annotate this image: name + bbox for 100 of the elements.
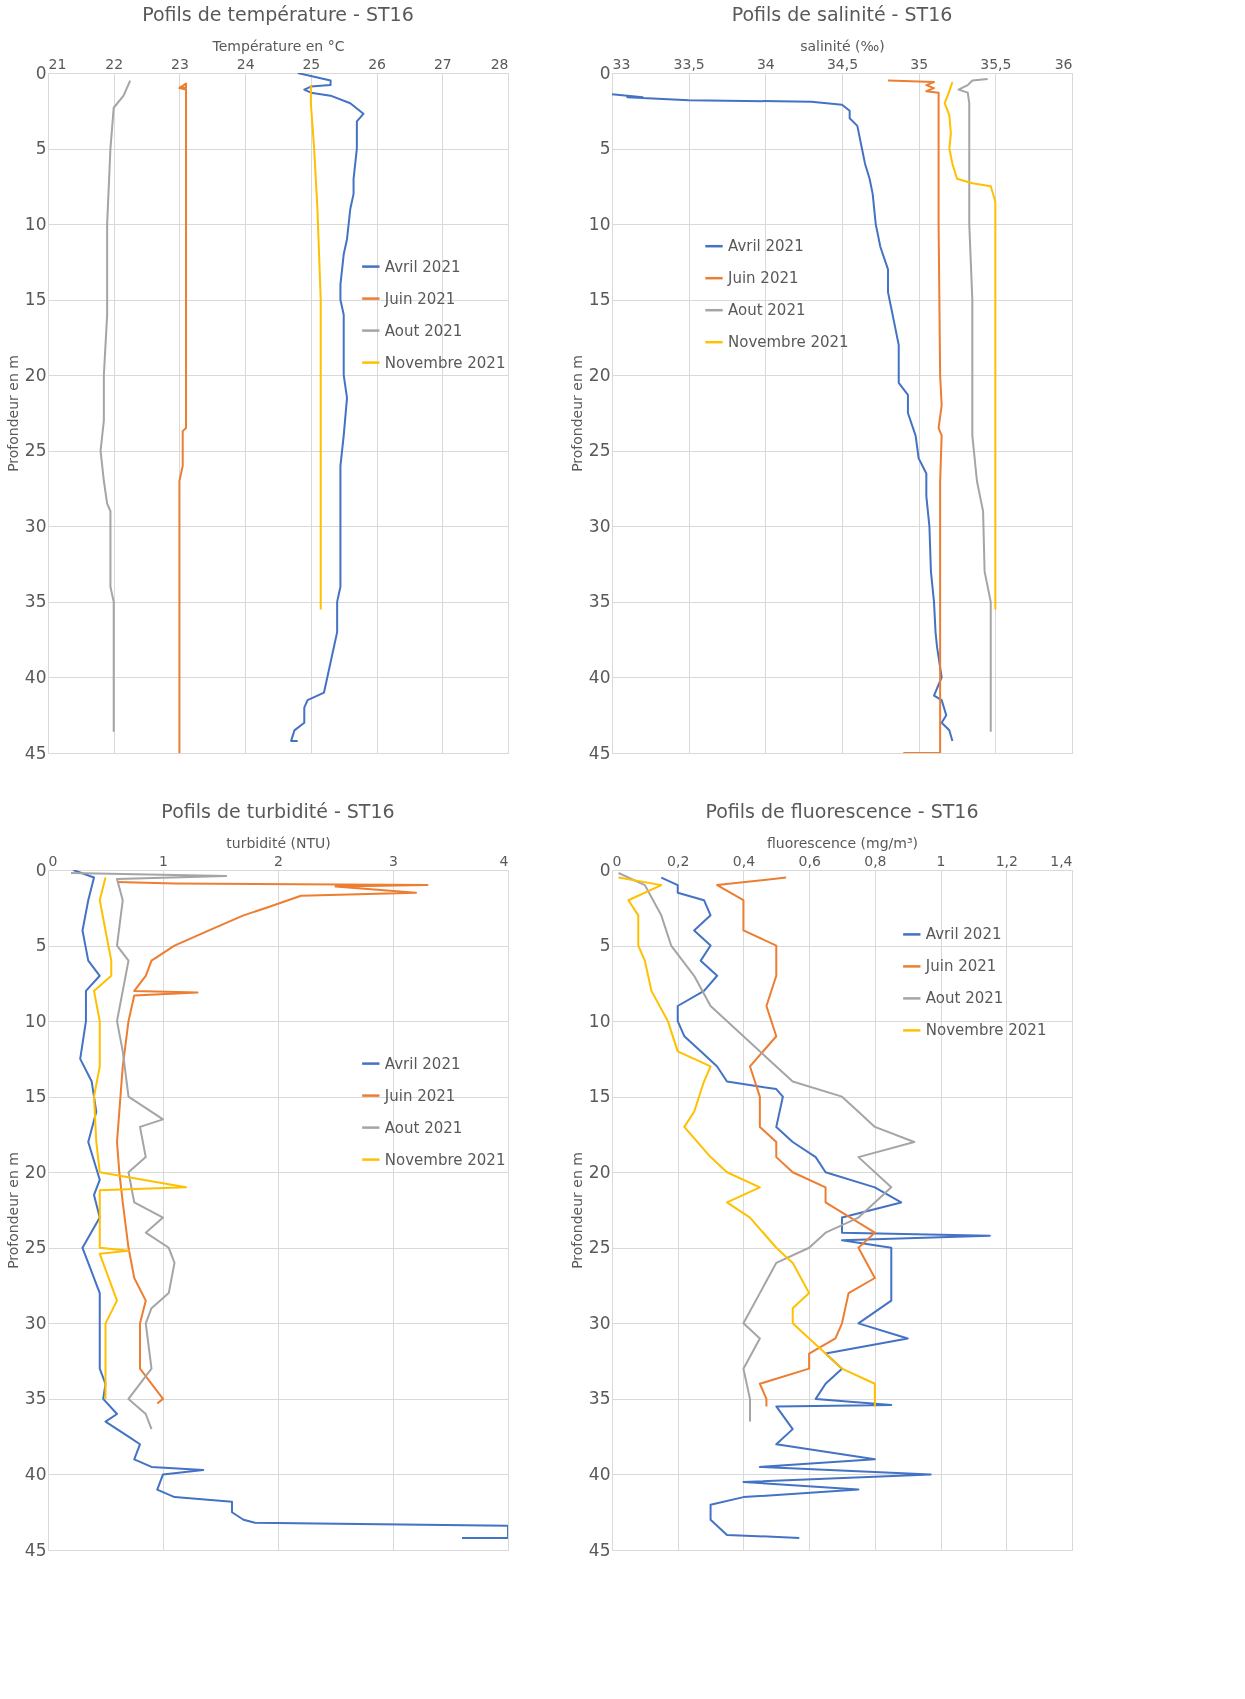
x-axis-title: Température en °C [211, 37, 345, 54]
y-tick-label: 40 [588, 1463, 611, 1484]
x-tick-label: 28 [490, 55, 509, 72]
x-tick-label: 0,8 [864, 852, 887, 869]
y-tick-label: 25 [588, 440, 611, 461]
legend-label: Juin 2021 [727, 269, 799, 288]
y-tick-label: 40 [24, 1463, 47, 1484]
line-series [957, 78, 992, 733]
legend-label: Aout 2021 [728, 301, 806, 320]
y-tick-label: 20 [588, 1161, 611, 1182]
x-tick-label: 3 [389, 852, 398, 869]
y-tick-label: 15 [588, 289, 611, 310]
x-tick-label: 0 [48, 852, 58, 869]
y-tick-label: 35 [24, 591, 47, 612]
chart-title: Pofils de fluorescence - ST16 [705, 800, 979, 822]
legend-label: Avril 2021 [728, 237, 804, 256]
x-tick-label: 0,4 [732, 852, 756, 869]
legend-label: Aout 2021 [925, 989, 1004, 1008]
x-tick-label: 0,6 [798, 852, 821, 869]
y-axis-title: Profondeur en m [4, 1152, 21, 1269]
x-tick-label: 26 [368, 55, 387, 72]
legend-label: Avril 2021 [384, 1054, 461, 1073]
line-series [290, 73, 365, 742]
line-series [716, 876, 876, 1408]
y-tick-label: 35 [24, 1388, 47, 1409]
y-axis-title: Profondeur en m [568, 355, 585, 472]
y-tick-label: 30 [588, 515, 611, 536]
legend-label: Avril 2021 [384, 257, 461, 276]
y-tick-label: 15 [588, 1086, 611, 1107]
y-tick-label: 10 [24, 1010, 47, 1031]
y-axis-title: Profondeur en m [4, 355, 21, 472]
x-tick-label: 36 [1054, 55, 1073, 72]
legend-label: Juin 2021 [383, 1086, 456, 1105]
y-tick-label: 45 [24, 1539, 47, 1560]
y-tick-label: 40 [24, 666, 47, 687]
x-tick-label: 4 [499, 852, 509, 869]
x-tick-label: 1 [159, 852, 168, 869]
chart-title: Pofils de température - ST16 [142, 3, 414, 25]
x-tick-label: 33,5 [673, 55, 705, 72]
y-tick-label: 30 [24, 1312, 47, 1333]
line-series [943, 81, 997, 611]
line-series [72, 870, 508, 1539]
y-tick-label: 10 [24, 213, 47, 234]
line-series [93, 876, 187, 1400]
x-tick-label: 27 [433, 55, 452, 72]
x-tick-label: 0 [612, 852, 622, 869]
legend-label: Aout 2021 [384, 321, 463, 340]
x-tick-label: 2 [274, 852, 283, 869]
legend-label: Avril 2021 [925, 925, 1002, 944]
chart-title: Pofils de salinité - ST16 [731, 3, 953, 25]
y-axis-title: Profondeur en m [568, 1152, 585, 1269]
line-series [612, 93, 954, 742]
y-tick-label: 10 [588, 213, 611, 234]
legend-label: Aout 2021 [384, 1118, 463, 1137]
line-series [178, 82, 187, 753]
x-tick-label: 34 [756, 55, 775, 72]
y-tick-label: 5 [599, 935, 611, 956]
x-tick-label: 33 [612, 55, 631, 72]
x-tick-label: 21 [48, 55, 67, 72]
x-tick-label: 1 [936, 852, 946, 869]
y-tick-label: 35 [588, 1388, 611, 1409]
y-tick-label: 15 [24, 1086, 47, 1107]
legend-label: Novembre 2021 [384, 1150, 506, 1169]
x-tick-label: 34,5 [826, 55, 859, 72]
y-tick-label: 20 [588, 364, 611, 385]
x-tick-label: 23 [171, 55, 189, 72]
y-tick-label: 20 [24, 1161, 47, 1182]
line-series [617, 872, 916, 1423]
x-tick-label: 1,2 [995, 852, 1018, 869]
x-tick-label: 35,5 [980, 55, 1012, 72]
y-tick-label: 10 [588, 1010, 611, 1031]
y-tick-label: 35 [588, 591, 611, 612]
x-axis-title: fluorescence (mg/m³) [767, 834, 918, 851]
x-tick-label: 24 [236, 55, 255, 72]
y-tick-label: 5 [35, 138, 47, 159]
y-tick-label: 45 [588, 1539, 611, 1560]
y-tick-label: 15 [24, 289, 47, 310]
y-tick-label: 30 [588, 1312, 611, 1333]
y-tick-label: 5 [35, 935, 47, 956]
y-tick-label: 30 [24, 515, 47, 536]
line-series [887, 79, 943, 753]
legend-label: Novembre 2021 [925, 1021, 1047, 1040]
x-tick-label: 0,2 [667, 852, 690, 869]
x-axis-title: turbidité (NTU) [226, 834, 331, 851]
y-tick-label: 5 [599, 138, 611, 159]
x-axis-title: salinité (‰) [800, 37, 885, 54]
line-series [617, 876, 876, 1408]
x-tick-label: 25 [302, 55, 321, 72]
y-tick-label: 25 [588, 1237, 611, 1258]
legend-label: Novembre 2021 [384, 353, 506, 372]
legend-label: Juin 2021 [924, 957, 997, 976]
y-tick-label: 45 [588, 742, 611, 763]
y-tick-label: 20 [24, 364, 47, 385]
y-tick-label: 25 [24, 440, 47, 461]
y-tick-label: 25 [24, 1237, 47, 1258]
legend-label: Novembre 2021 [728, 333, 849, 352]
x-tick-label: 22 [105, 55, 124, 72]
line-series [99, 79, 132, 733]
chart-title: Pofils de turbidité - ST16 [161, 800, 395, 822]
x-tick-label: 35 [910, 55, 929, 72]
